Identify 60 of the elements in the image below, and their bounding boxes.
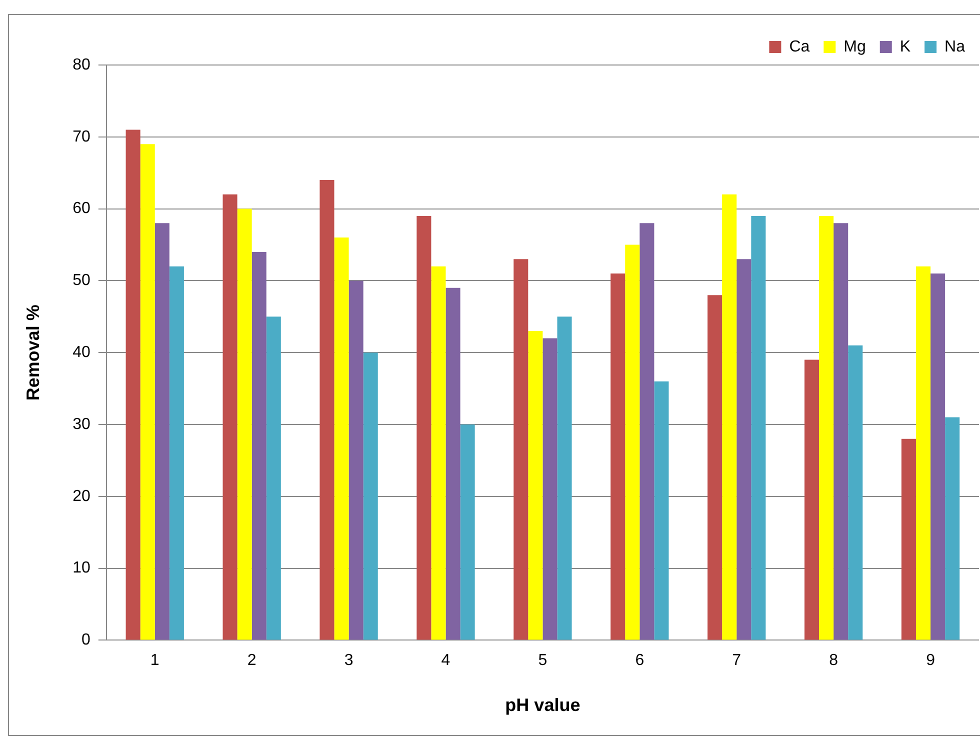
bar <box>819 216 834 640</box>
y-tick-label: 80 <box>72 56 90 74</box>
y-tick-label: 50 <box>72 272 90 290</box>
bar <box>901 438 916 640</box>
y-tick-label: 60 <box>72 200 90 218</box>
bar <box>542 338 558 640</box>
x-tick-label: 2 <box>247 652 256 670</box>
bar <box>722 194 737 640</box>
x-tick-label: 7 <box>732 652 742 670</box>
legend-label: Mg <box>844 38 866 56</box>
bar <box>930 274 946 640</box>
bar <box>169 266 184 640</box>
bar <box>222 194 238 640</box>
bar <box>252 252 266 640</box>
y-tick-label: 40 <box>72 344 90 362</box>
bar <box>416 216 432 640</box>
x-tick-label: 4 <box>441 652 450 670</box>
bar <box>446 288 460 640</box>
legend-label: K <box>900 38 911 56</box>
bar <box>804 360 820 640</box>
bar <box>834 223 848 640</box>
bar <box>514 259 528 640</box>
x-tick-label: 6 <box>635 652 644 670</box>
legend-label: Na <box>944 38 966 56</box>
bar <box>320 180 334 640</box>
legend-label: Ca <box>789 38 810 56</box>
bar <box>654 381 669 640</box>
bar <box>431 266 446 640</box>
bar <box>460 424 475 640</box>
y-tick-label: 20 <box>72 488 90 505</box>
bar <box>708 295 722 640</box>
bar <box>610 274 626 640</box>
x-tick-label: 8 <box>829 652 838 670</box>
bar <box>736 259 752 640</box>
y-axis-title: Removal % <box>22 304 43 401</box>
bar <box>237 208 252 640</box>
bar <box>154 223 170 640</box>
x-tick-label: 1 <box>150 652 160 670</box>
x-tick-label: 5 <box>538 652 548 670</box>
bar <box>363 352 378 640</box>
y-tick-label: 0 <box>81 632 90 649</box>
bar <box>751 216 766 640</box>
x-tick-label: 9 <box>926 652 936 670</box>
bar <box>140 144 155 640</box>
x-tick-label: 3 <box>344 652 354 670</box>
bar <box>625 244 640 640</box>
bar <box>126 130 140 640</box>
bar <box>557 316 572 640</box>
bar <box>848 345 863 640</box>
x-axis-title: pH value <box>505 695 580 716</box>
bar <box>266 316 281 640</box>
bar <box>945 417 960 640</box>
bar <box>334 238 349 640</box>
bar <box>348 280 364 640</box>
y-tick-label: 10 <box>72 560 90 577</box>
y-tick-label: 30 <box>72 416 90 433</box>
bar <box>640 223 654 640</box>
y-tick-label: 70 <box>72 128 90 146</box>
bar <box>528 331 543 640</box>
bar <box>916 266 931 640</box>
